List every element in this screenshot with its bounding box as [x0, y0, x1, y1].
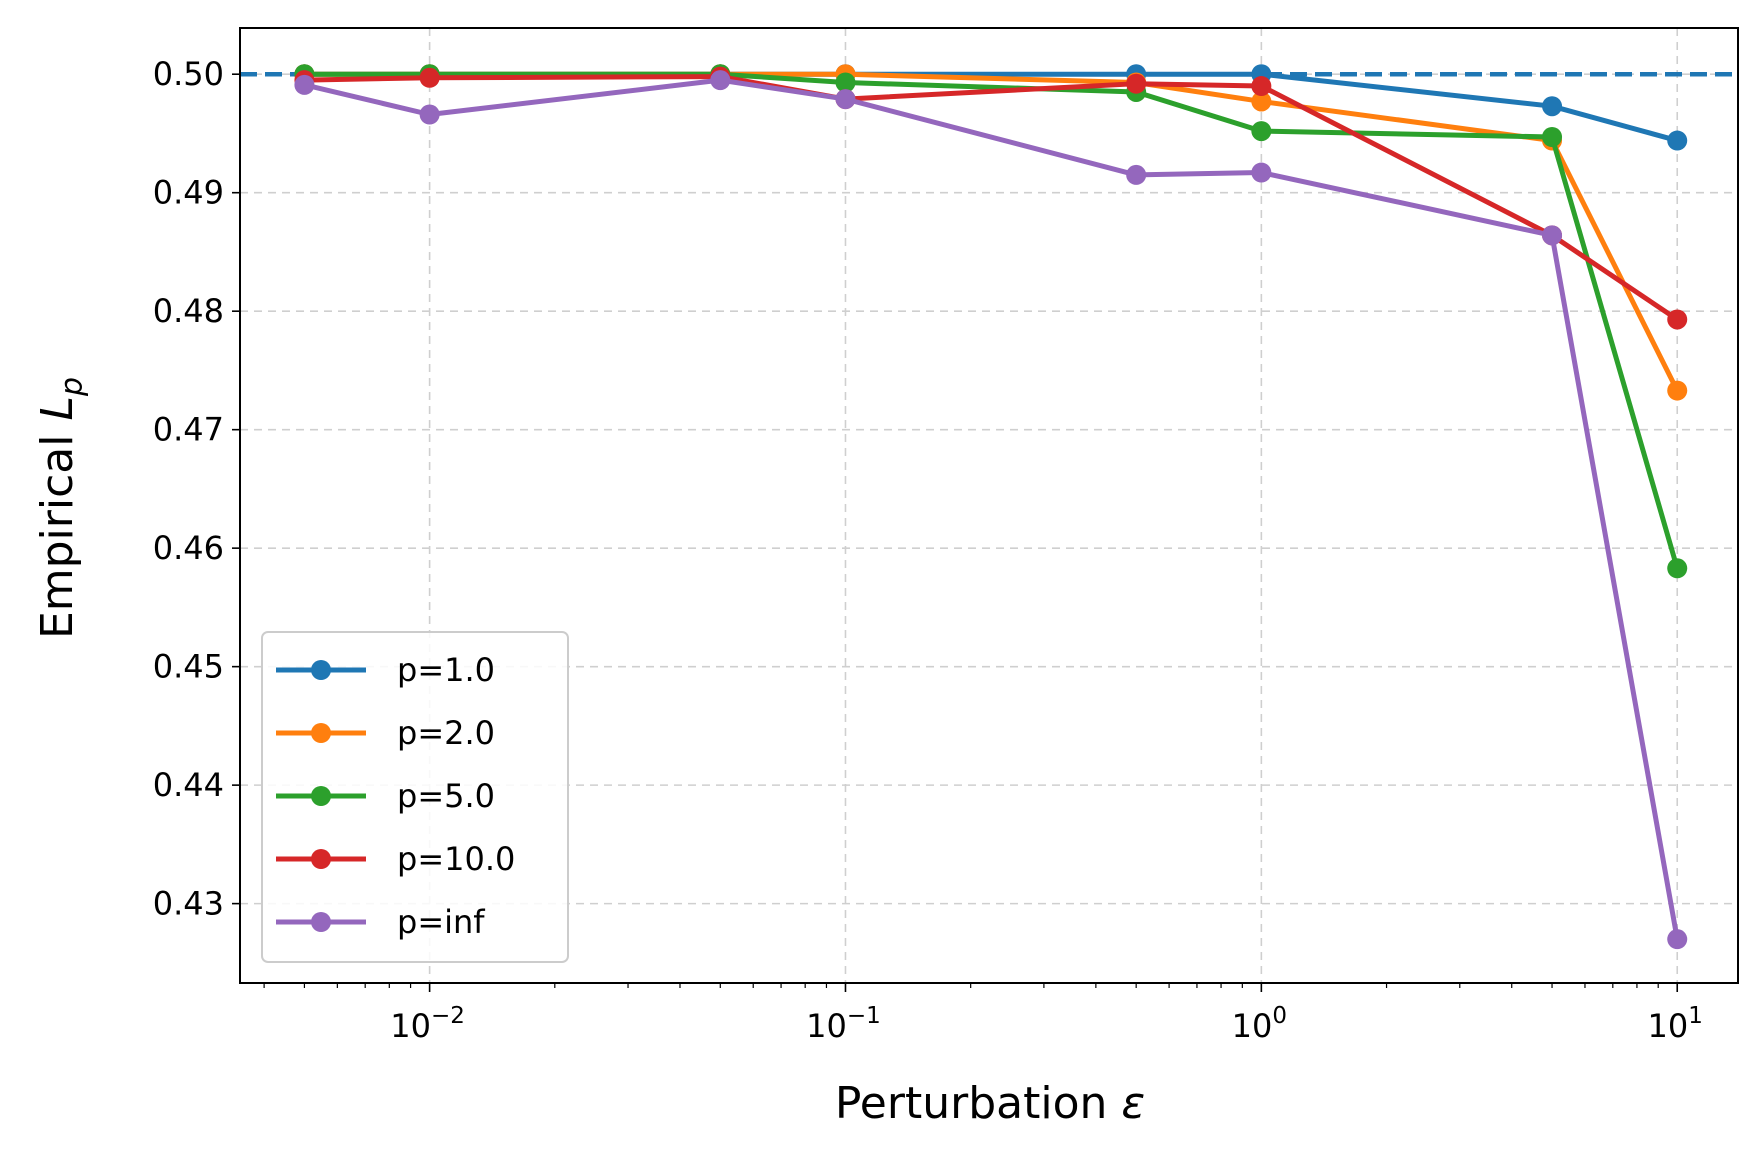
y-tick-label: 0.43 [153, 885, 224, 923]
data-point [835, 89, 856, 110]
data-point [419, 67, 440, 88]
legend-item: p=2.0 [276, 714, 495, 752]
y-tick-label: 0.46 [153, 529, 224, 567]
data-point [1667, 558, 1688, 579]
data-point [419, 104, 440, 125]
plot-frame [239, 27, 1739, 984]
legend: p=1.0 p=2.0 p=5.0 p=10.0 p=inf [261, 631, 569, 963]
data-point [710, 70, 731, 91]
series-line [304, 71, 1680, 569]
legend-label: p=5.0 [397, 777, 495, 815]
y-tick-label: 0.47 [153, 411, 224, 449]
data-point [1542, 96, 1563, 117]
data-point [1667, 309, 1688, 330]
data-point [1251, 76, 1272, 97]
y-tick-label: 0.45 [153, 648, 224, 686]
x-tick-label: 101 [1648, 1003, 1703, 1045]
legend-marker [311, 786, 331, 806]
legend-marker [311, 912, 331, 932]
data-point [1542, 225, 1563, 246]
x-tick-label: 10−1 [806, 1003, 881, 1045]
legend-box [261, 631, 569, 963]
series-p=inf [294, 70, 1688, 950]
series-group [294, 64, 1688, 950]
legend-label: p=2.0 [397, 714, 495, 752]
data-point [294, 74, 315, 95]
legend-item: p=10.0 [276, 840, 515, 878]
legend-label: p=10.0 [397, 840, 515, 878]
data-point [1251, 121, 1272, 142]
series-p=2.0 [294, 64, 1688, 401]
grid [240, 28, 1738, 983]
data-point [1542, 127, 1563, 148]
data-point [1126, 164, 1147, 185]
series-line [304, 74, 1679, 322]
legend-marker [311, 723, 331, 743]
legend-item: p=inf [276, 903, 485, 941]
legend-marker [311, 660, 331, 680]
y-tick-label: 0.48 [153, 292, 224, 330]
legend-item: p=1.0 [276, 651, 495, 689]
axis-ticks: 0.43 0.44 0.45 0.46 0.47 0.48 0.49 0.50 10−2 10−1… [153, 55, 1703, 1045]
legend-item: p=5.0 [276, 777, 495, 815]
legend-marker [311, 849, 331, 869]
data-point [1667, 380, 1688, 401]
legend-label: p=1.0 [397, 651, 495, 689]
y-tick-label: 0.50 [153, 55, 224, 93]
x-tick-label: 100 [1232, 1003, 1287, 1045]
data-point [1126, 73, 1147, 94]
series-p=5.0 [294, 64, 1688, 579]
series-line [303, 77, 1680, 940]
data-point [835, 72, 856, 93]
y-axis-title: Empirical Lp [32, 377, 90, 639]
y-tick-label: 0.44 [153, 766, 224, 804]
series-line [304, 71, 1680, 392]
legend-label: p=inf [397, 903, 485, 941]
data-point [1667, 130, 1688, 151]
data-point [1667, 929, 1688, 950]
y-tick-label: 0.49 [153, 174, 224, 212]
data-point [1251, 91, 1272, 112]
x-tick-label: 10−2 [390, 1003, 465, 1045]
x-axis-title: Perturbation ε [835, 1078, 1145, 1129]
data-point [1251, 162, 1272, 183]
